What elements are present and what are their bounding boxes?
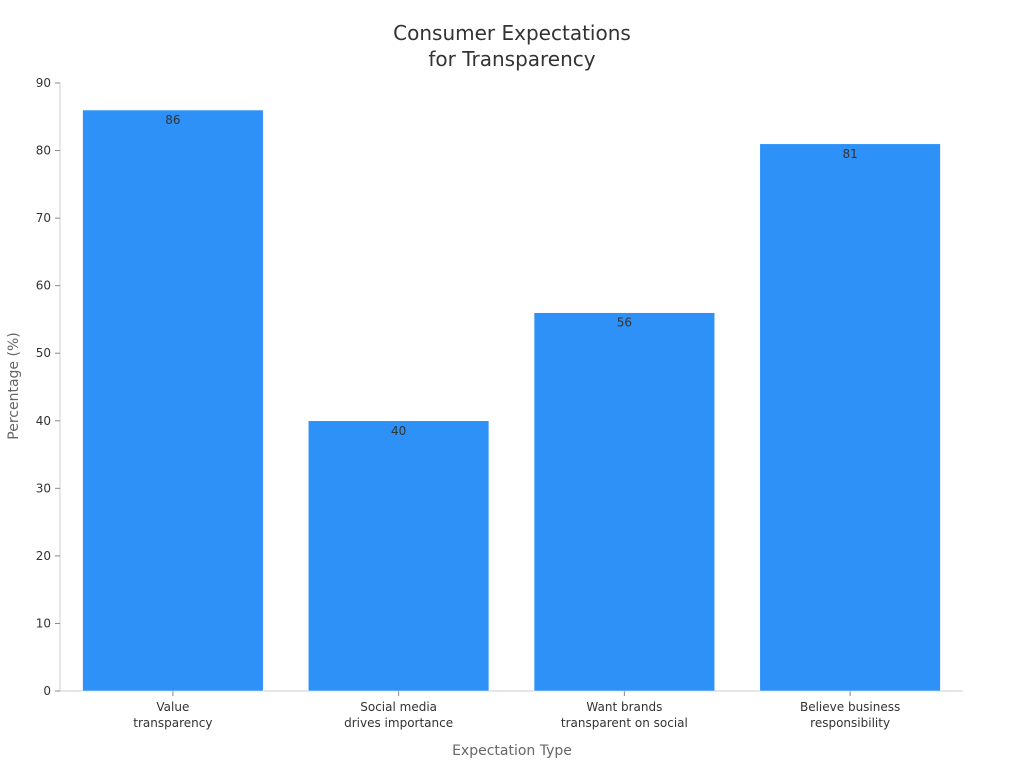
y-tick-label: 20 (36, 549, 51, 563)
y-tick-label: 10 (36, 616, 51, 630)
y-tick-label: 80 (36, 144, 51, 158)
y-tick-label: 50 (36, 346, 51, 360)
bar-value-label: 56 (617, 316, 632, 330)
x-tick-label: Believe business (800, 700, 900, 714)
bar (82, 109, 264, 692)
x-tick-label: Value (156, 700, 189, 714)
bar (533, 312, 715, 692)
bar-value-label: 81 (842, 147, 857, 161)
y-tick-label: 30 (36, 481, 51, 495)
x-tick-label: drives importance (344, 716, 453, 730)
x-tick-label: Social media (360, 700, 437, 714)
bar (308, 420, 490, 692)
y-tick-label: 90 (36, 76, 51, 90)
x-axis: Value transparency Social media drives impo… (60, 690, 963, 730)
x-axis-title: Expectation Type (452, 743, 572, 759)
chart-title-line-2: for Transparency (428, 47, 596, 71)
chart-title-line-1: Consumer Expectations (393, 21, 631, 45)
x-tick-label: Want brands (586, 700, 662, 714)
y-axis: 0 10 20 30 40 50 60 70 80 90 (36, 76, 61, 698)
y-tick-label: 60 (36, 279, 51, 293)
x-tick-label: responsibility (810, 716, 890, 730)
x-tick-label: transparent on social (561, 716, 688, 730)
bar-value-label: 40 (391, 424, 406, 438)
chart-title: Consumer Expectations for Transparency (0, 20, 1024, 72)
x-tick-label: transparency (133, 716, 212, 730)
bars: 86 40 56 81 (82, 109, 941, 692)
bar (759, 143, 941, 692)
y-axis-title: Percentage (%) (6, 332, 22, 439)
y-tick-label: 70 (36, 211, 51, 225)
bar-value-label: 86 (165, 113, 180, 127)
y-tick-label: 0 (43, 684, 51, 698)
y-tick-label: 40 (36, 414, 51, 428)
